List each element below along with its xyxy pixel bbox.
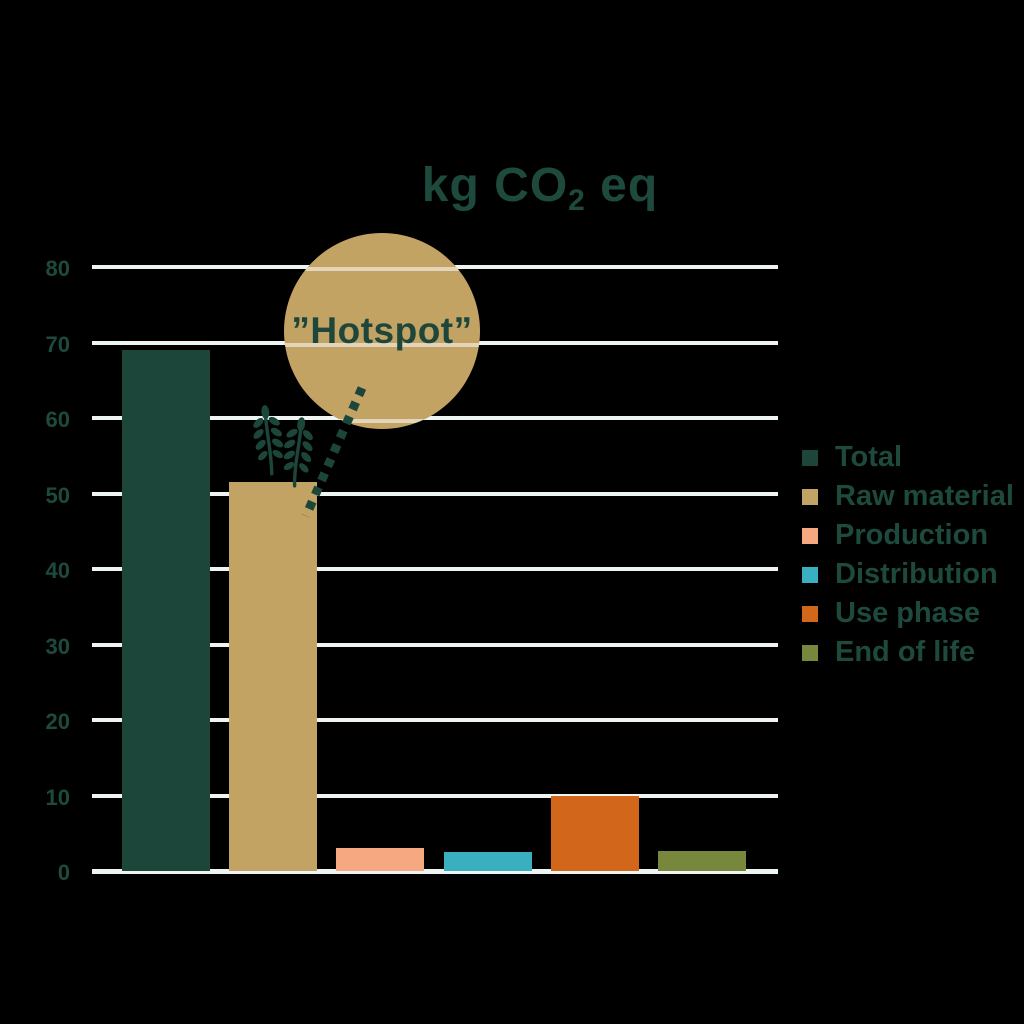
bar-raw-material [229,482,318,871]
legend-label: Total [835,441,903,473]
gridline-through-circle [284,419,480,423]
legend: Total Raw material Production Distribution U… [802,442,1014,668]
legend-label: Distribution [835,558,998,590]
gridline-through-circle [284,343,480,347]
y-tick-label-40: 40 [45,558,70,583]
legend-item-total: Total [802,442,1014,473]
gridline-y-10 [92,793,778,798]
y-tick-label-50: 50 [45,482,70,508]
gridline-y-0 [92,869,778,874]
legend-item-use-phase: Use phase [802,598,1014,629]
bar-production [336,848,425,871]
hotspot-label: ”Hotspot” [291,310,473,351]
legend-item-raw-material: Raw material [802,481,1014,512]
legend-swatch-icon [802,644,818,661]
y-tick-label-10: 10 [45,784,70,810]
y-tick-label-30: 30 [45,633,70,659]
legend-label: End of life [835,636,976,668]
gridline-through-circle [284,267,480,271]
y-tick-label-60: 60 [45,407,70,432]
gridline-y-30 [92,642,778,647]
y-tick-label-0: 0 [57,860,70,885]
wheat-icon [253,405,313,488]
bar-use-phase [550,795,639,871]
legend-item-distribution: Distribution [802,559,1014,590]
legend-swatch-icon [802,449,818,466]
hotspot-annotation-circle: ”Hotspot” [284,233,480,429]
legend-swatch-icon [802,527,818,544]
chart-title-suffix: eq [585,159,659,212]
chart-title-subscript: 2 [568,184,586,217]
legend-swatch-icon [802,605,818,622]
gridline-y-50 [92,491,778,496]
y-tick-label-80: 80 [45,256,70,281]
legend-swatch-icon [802,488,818,505]
legend-label: Production [835,519,989,551]
y-tick-label-70: 70 [45,331,70,357]
gridline-y-60 [92,416,778,420]
legend-label: Raw material [835,480,1014,512]
chart-title-text: kg CO [421,159,569,212]
legend-item-end-of-life: End of life [802,637,1014,668]
bar-end-of-life [658,851,746,871]
legend-swatch-icon [802,566,818,583]
bar-distribution [443,852,532,871]
chart-title: kg CO2 eq [310,158,770,217]
legend-item-production: Production [802,520,1014,551]
legend-label: Use phase [835,597,981,629]
y-tick-label-20: 20 [45,709,70,734]
gridline-y-20 [92,718,778,722]
bar-total [122,350,210,871]
gridline-y-40 [92,567,778,571]
